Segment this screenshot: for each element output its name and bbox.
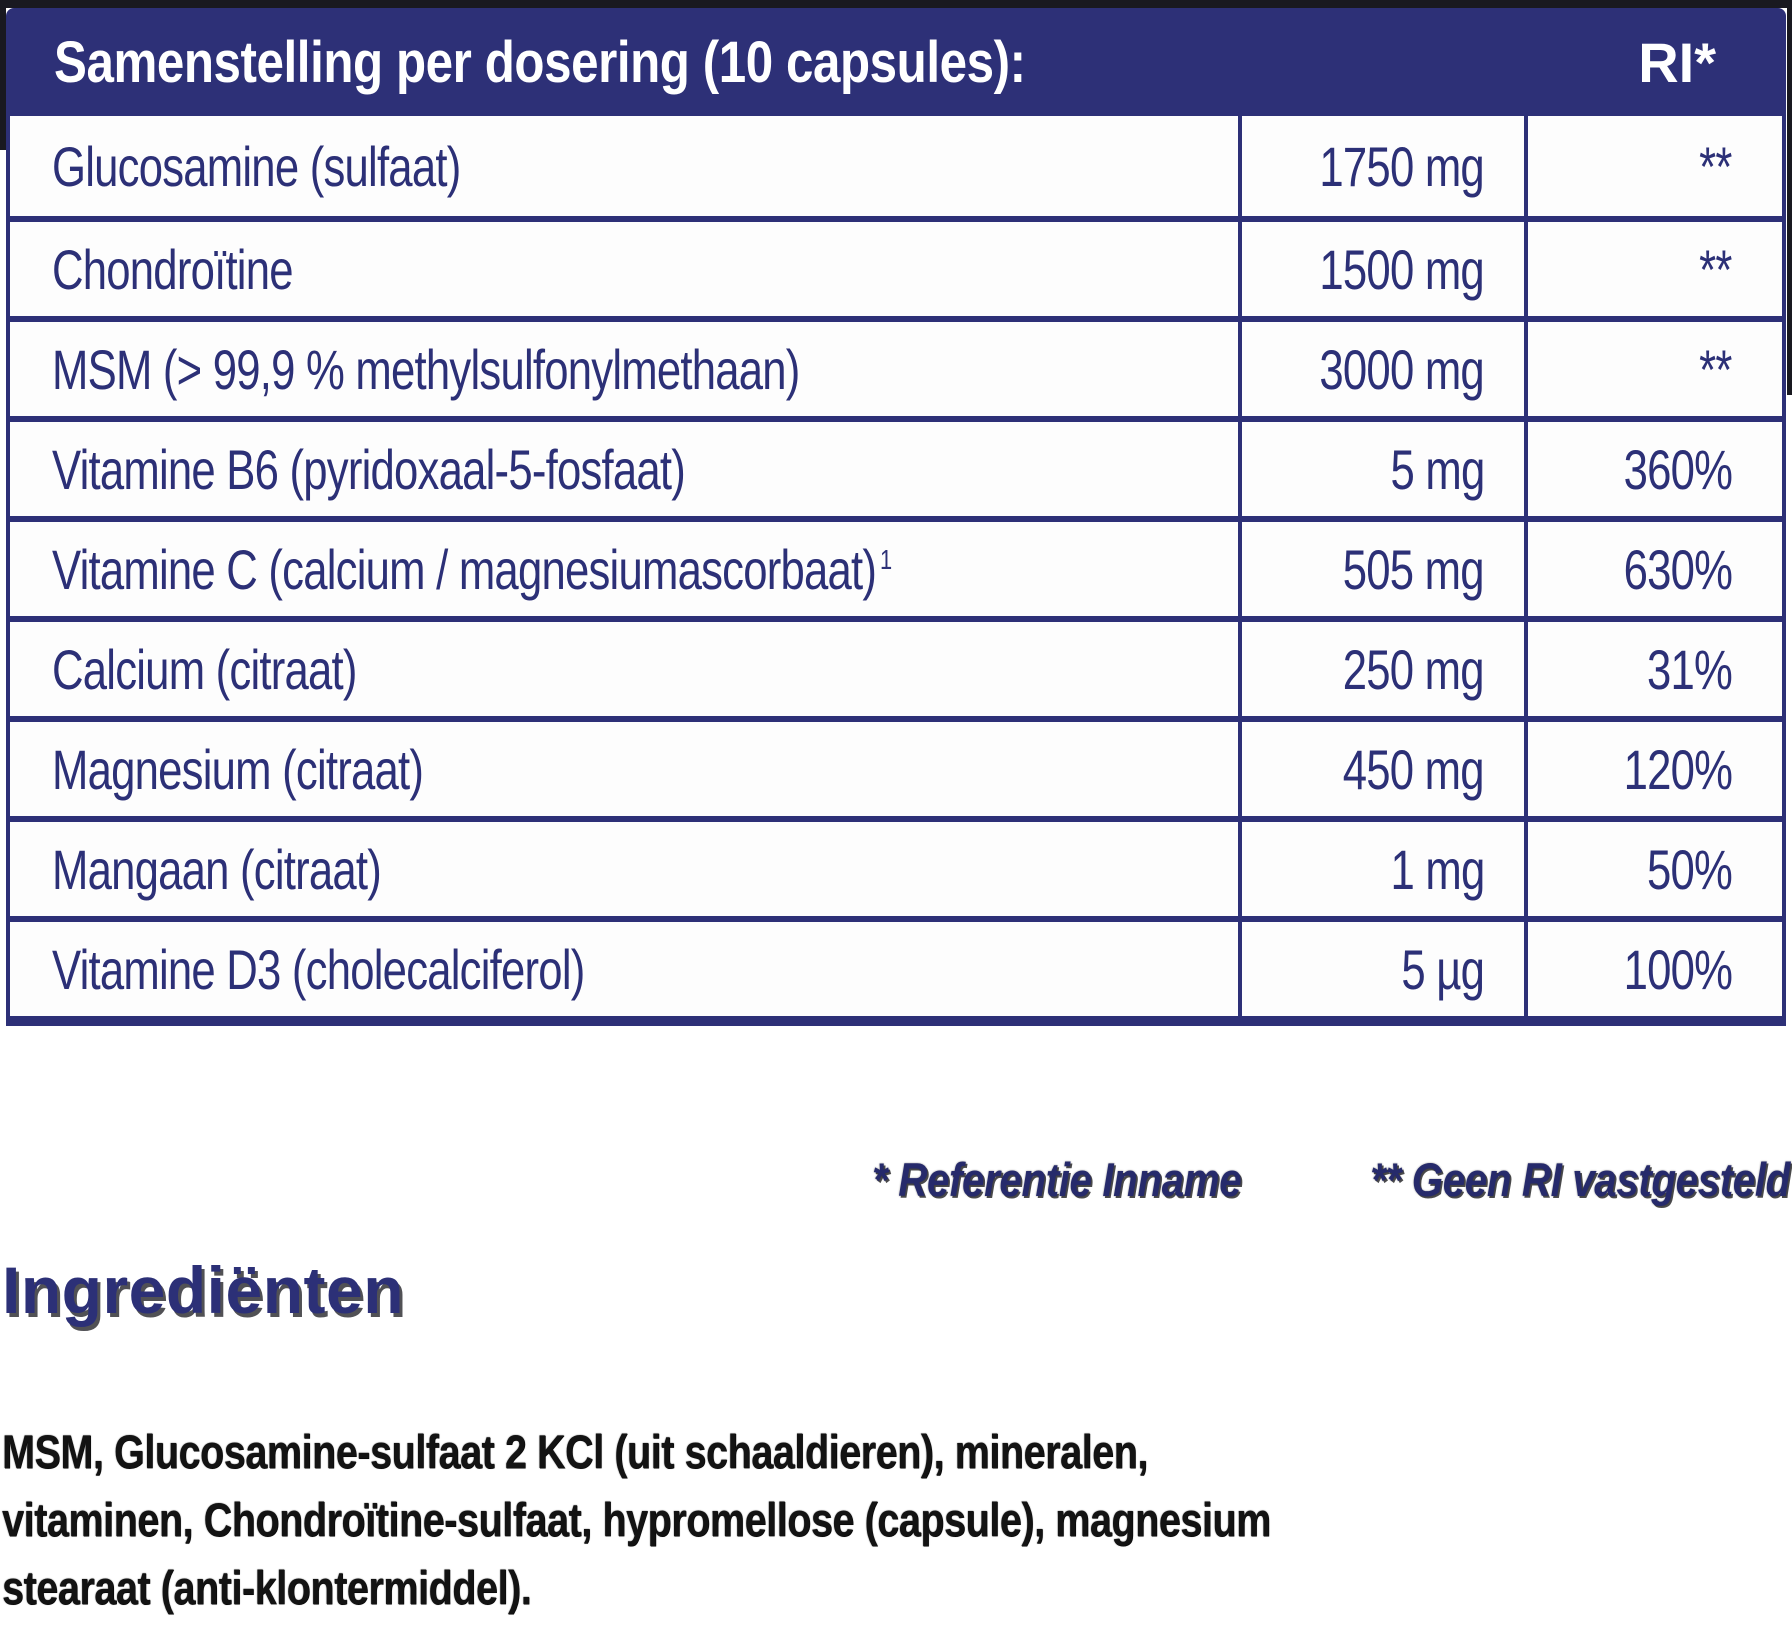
ri-value: 360%	[1623, 437, 1732, 501]
table-row: MSM (> 99,9 % methylsulfonylmethaan) 300…	[10, 316, 1782, 416]
composition-table: Samenstelling per dosering (10 capsules)…	[6, 8, 1786, 1026]
ingredient-name-cell: Calcium (citraat)	[10, 622, 1238, 716]
ingredient-name-cell: Mangaan (citraat)	[10, 822, 1238, 916]
amount-value: 1 mg	[1390, 837, 1485, 901]
table-row: Magnesium (citraat) 450 mg 120%	[10, 716, 1782, 816]
ri-cell: **	[1524, 116, 1782, 216]
amount-value: 3000 mg	[1319, 337, 1484, 401]
amount-cell: 450 mg	[1238, 722, 1524, 816]
amount-cell: 5 µg	[1238, 922, 1524, 1016]
photo-top-edge	[0, 0, 1792, 8]
table-row: Glucosamine (sulfaat) 1750 mg **	[10, 116, 1782, 216]
ri-value: **	[1699, 337, 1733, 401]
amount-value: 250 mg	[1342, 637, 1485, 701]
ri-value: 50%	[1646, 837, 1733, 901]
ri-value: **	[1699, 237, 1733, 301]
ingredient-name: Chondroïtine	[52, 237, 294, 301]
ri-cell: **	[1524, 222, 1782, 316]
ri-value: 100%	[1623, 937, 1732, 1001]
ri-value: 31%	[1646, 637, 1733, 701]
table-row: Chondroïtine 1500 mg **	[10, 216, 1782, 316]
ri-cell: 630%	[1524, 522, 1782, 616]
amount-cell: 3000 mg	[1238, 322, 1524, 416]
ingredients-heading: Ingrediënten	[2, 1253, 405, 1327]
amount-value: 1750 mg	[1319, 134, 1484, 198]
table-row: Vitamine C (calcium / magnesiumascorbaat…	[10, 516, 1782, 616]
table-body: Glucosamine (sulfaat) 1750 mg ** Chondro…	[6, 116, 1786, 1026]
amount-value: 5 µg	[1401, 937, 1485, 1001]
ingredient-name: Vitamine B6 (pyridoxaal-5-fosfaat)	[52, 437, 686, 501]
ri-cell: 100%	[1524, 922, 1782, 1016]
ri-column-header: RI*	[1638, 30, 1716, 94]
footnote-reference-intake: * Referentie Inname	[871, 1153, 1242, 1206]
amount-cell: 5 mg	[1238, 422, 1524, 516]
table-title: Samenstelling per dosering (10 capsules)…	[54, 29, 1026, 95]
ri-footnote: * Referentie Inname ** Geen RI vastgeste…	[0, 1152, 1791, 1207]
amount-value: 5 mg	[1390, 437, 1485, 501]
amount-value: 1500 mg	[1319, 237, 1484, 301]
ingredient-name-cell: Vitamine C (calcium / magnesiumascorbaat…	[10, 522, 1238, 616]
ri-cell: 360%	[1524, 422, 1782, 516]
ingredient-name: Glucosamine (sulfaat)	[52, 134, 461, 198]
ingredient-name-cell: Vitamine B6 (pyridoxaal-5-fosfaat)	[10, 422, 1238, 516]
ingredient-name-cell: MSM (> 99,9 % methylsulfonylmethaan)	[10, 322, 1238, 416]
amount-cell: 505 mg	[1238, 522, 1524, 616]
table-row: Calcium (citraat) 250 mg 31%	[10, 616, 1782, 716]
footnote-marker-sup: 1	[880, 543, 892, 575]
ri-value: 120%	[1623, 737, 1732, 801]
ingredient-name-cell: Vitamine D3 (cholecalciferol)	[10, 922, 1238, 1016]
ingredient-name-cell: Magnesium (citraat)	[10, 722, 1238, 816]
ri-cell: 120%	[1524, 722, 1782, 816]
photo-left-edge	[0, 0, 6, 150]
ingredient-name-text: Vitamine C (calcium / magnesiumascorbaat…	[52, 537, 877, 601]
ingredient-name-cell: Chondroïtine	[10, 222, 1238, 316]
ri-value: 630%	[1623, 537, 1732, 601]
ingredient-name: Mangaan (citraat)	[52, 837, 382, 901]
amount-cell: 1 mg	[1238, 822, 1524, 916]
table-row: Mangaan (citraat) 1 mg 50%	[10, 816, 1782, 916]
amount-value: 450 mg	[1342, 737, 1485, 801]
ingredients-line: MSM, Glucosamine-sulfaat 2 KCl (uit scha…	[2, 1425, 1148, 1478]
table-row: Vitamine D3 (cholecalciferol) 5 µg 100%	[10, 916, 1782, 1016]
ri-cell: 31%	[1524, 622, 1782, 716]
amount-cell: 1500 mg	[1238, 222, 1524, 316]
table-row: Vitamine B6 (pyridoxaal-5-fosfaat) 5 mg …	[10, 416, 1782, 516]
photo-right-edge	[1787, 0, 1792, 395]
ingredient-name-cell: Glucosamine (sulfaat)	[10, 116, 1238, 216]
ingredients-line: vitaminen, Chondroïtine-sulfaat, hyprome…	[2, 1493, 1271, 1546]
ri-cell: 50%	[1524, 822, 1782, 916]
amount-cell: 1750 mg	[1238, 116, 1524, 216]
ri-cell: **	[1524, 322, 1782, 416]
table-header: Samenstelling per dosering (10 capsules)…	[6, 8, 1786, 116]
footnote-no-ri: ** Geen RI vastgesteld	[1370, 1153, 1790, 1206]
ingredients-line: stearaat (anti-klontermiddel).	[2, 1561, 532, 1614]
ingredients-paragraph: MSM, Glucosamine-sulfaat 2 KCl (uit scha…	[2, 1418, 1512, 1622]
ingredient-name: Vitamine D3 (cholecalciferol)	[52, 937, 585, 1001]
ingredient-name: MSM (> 99,9 % methylsulfonylmethaan)	[52, 337, 800, 401]
amount-cell: 250 mg	[1238, 622, 1524, 716]
amount-value: 505 mg	[1342, 537, 1485, 601]
ingredient-name: Magnesium (citraat)	[52, 737, 424, 801]
ri-value: **	[1699, 134, 1733, 198]
ingredient-name: Vitamine C (calcium / magnesiumascorbaat…	[52, 537, 892, 602]
ingredient-name: Calcium (citraat)	[52, 637, 357, 701]
